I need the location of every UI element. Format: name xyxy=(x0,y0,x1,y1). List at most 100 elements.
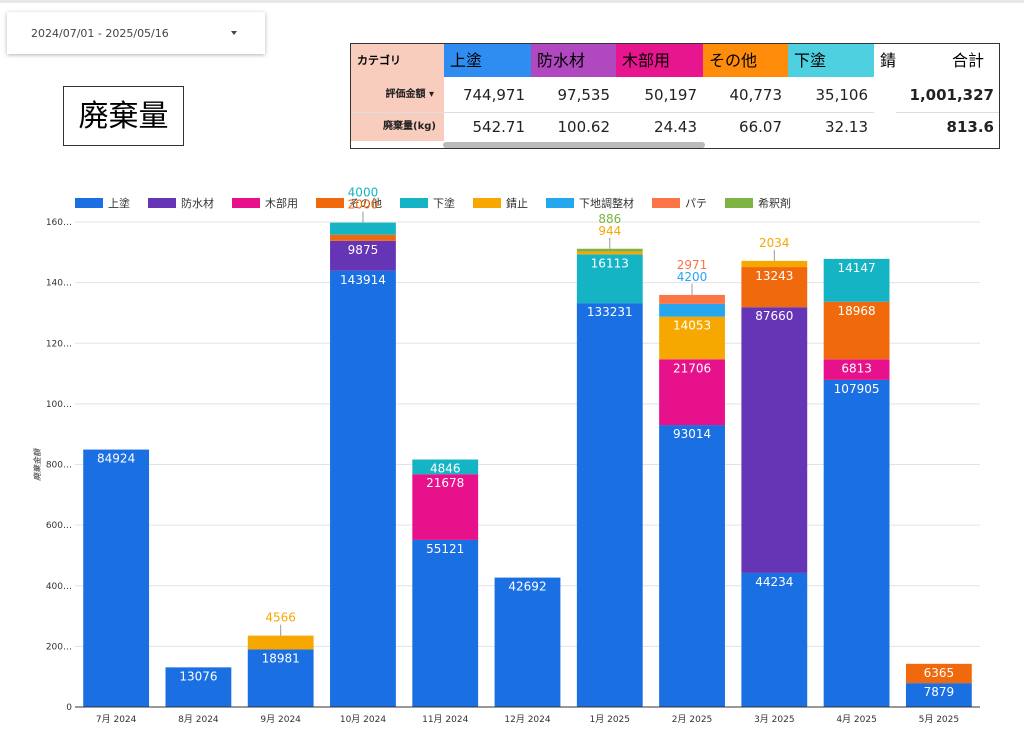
data-label: 55121 xyxy=(426,542,464,556)
data-label: 21706 xyxy=(673,361,711,375)
legend-swatch xyxy=(400,198,428,208)
bar-segment xyxy=(576,251,643,255)
data-label: 4200 xyxy=(677,270,708,284)
x-tick-label: 5月 2025 xyxy=(919,714,960,725)
cell: 744,971 xyxy=(444,77,531,113)
legend-label: 希釈剤 xyxy=(758,196,791,210)
y-tick-label: 160… xyxy=(46,218,72,228)
cell: 50,197 xyxy=(616,77,703,113)
cell: 40,773 xyxy=(703,77,788,113)
legend-label: 錆止 xyxy=(506,196,528,210)
legend-swatch xyxy=(148,198,176,208)
data-label: 886 xyxy=(598,212,621,226)
legend-swatch xyxy=(75,198,103,208)
y-axis-label: 廃棄金額 xyxy=(33,447,42,481)
bar-segment xyxy=(412,539,479,707)
bar-segment xyxy=(659,359,725,426)
bar-segment xyxy=(330,222,396,235)
data-label: 14053 xyxy=(673,319,711,333)
bar-segment xyxy=(247,649,314,707)
data-label: 18981 xyxy=(262,651,300,665)
bar-segment xyxy=(247,635,314,650)
bar-segment xyxy=(659,294,725,304)
bar-segment xyxy=(83,449,150,707)
top-bar xyxy=(0,0,1024,3)
bar-segment xyxy=(659,303,725,317)
x-tick-label: 7月 2024 xyxy=(96,714,137,725)
title: 廃棄量 xyxy=(63,86,184,146)
data-label: 4000 xyxy=(348,186,379,200)
bar-segment xyxy=(412,474,479,540)
row-label[interactable]: 評価金額 ▾ xyxy=(351,77,444,113)
bar-segment xyxy=(494,577,561,707)
data-label: 2000 xyxy=(348,198,379,212)
cell: 66.07 xyxy=(739,118,782,136)
data-label: 4846 xyxy=(430,462,461,476)
legend-label: 上塗 xyxy=(108,196,130,210)
header-cell: 防水材 xyxy=(531,44,616,77)
bar-segment xyxy=(905,683,972,707)
bar-segment xyxy=(823,258,890,302)
x-tick-label: 10月 2024 xyxy=(340,714,386,725)
header-cell: カテゴリ xyxy=(351,44,444,77)
data-label: 87660 xyxy=(755,309,793,323)
data-label: 6365 xyxy=(924,666,955,680)
data-label: 9875 xyxy=(348,243,379,257)
data-label: 6813 xyxy=(841,361,872,375)
data-label: 13243 xyxy=(755,269,793,283)
scrollbar[interactable] xyxy=(443,142,705,148)
data-label: 4566 xyxy=(265,611,296,625)
legend-swatch xyxy=(316,198,344,208)
bar-segment xyxy=(576,248,643,252)
bar-segment xyxy=(576,303,643,707)
bar-segment xyxy=(823,301,890,360)
x-tick-label: 2月 2025 xyxy=(672,714,713,725)
legend-swatch xyxy=(232,198,260,208)
cell: 813.6 xyxy=(946,118,994,136)
data-label: 2971 xyxy=(677,258,708,272)
x-tick-label: 4月 2025 xyxy=(836,714,877,725)
x-tick-label: 11月 2024 xyxy=(422,714,468,725)
bar-segment xyxy=(659,316,725,360)
data-label: 42692 xyxy=(508,580,546,594)
header-cell: その他 xyxy=(703,44,788,77)
legend-swatch xyxy=(546,198,574,208)
legend-label: 下塗 xyxy=(433,196,455,210)
data-label: 44234 xyxy=(755,575,793,589)
row-label: 廃棄量(kg) xyxy=(351,113,444,141)
y-tick-label: 100… xyxy=(46,400,72,410)
y-tick-label: 0 xyxy=(66,703,72,713)
legend-label: パテ xyxy=(685,197,707,210)
date-picker[interactable]: 2024/07/01 - 2025/05/16 xyxy=(7,12,265,54)
y-tick-label: 600… xyxy=(46,521,72,531)
data-label: 133231 xyxy=(587,305,633,319)
legend-label: 防水材 xyxy=(181,196,214,210)
bar-segment xyxy=(659,425,725,707)
row-label-text: 評価金額 xyxy=(385,89,426,100)
x-tick-label: 8月 2024 xyxy=(178,714,219,725)
bar-segment xyxy=(741,572,808,707)
bar-segment xyxy=(576,254,643,304)
bar-segment xyxy=(412,459,479,475)
dropdown-arrow xyxy=(231,31,237,38)
cell: 100.62 xyxy=(557,118,611,136)
cell: 35,106 xyxy=(788,77,874,113)
summary-table: カテゴリ 上塗 防水材 木部用 その他 下塗 錆 合計 評価金額 ▾ 744,9… xyxy=(350,43,1000,149)
y-tick-label: 200… xyxy=(46,642,72,652)
legend-swatch xyxy=(652,198,680,208)
legend-swatch xyxy=(725,198,753,208)
bar-segment xyxy=(823,359,890,380)
header-cell: 木部用 xyxy=(616,44,703,77)
data-label: 16113 xyxy=(591,256,629,270)
bar-segment xyxy=(330,234,396,241)
legend-label: その他 xyxy=(349,197,382,210)
y-tick-label: 400… xyxy=(46,582,72,592)
cell: 24.43 xyxy=(654,118,697,136)
cell: 542.71 xyxy=(472,118,526,136)
header-cell: 下塗 xyxy=(788,44,874,77)
y-tick-label: 800… xyxy=(46,461,72,471)
header-cell: 錆 xyxy=(880,51,896,70)
data-label: 944 xyxy=(598,224,621,238)
